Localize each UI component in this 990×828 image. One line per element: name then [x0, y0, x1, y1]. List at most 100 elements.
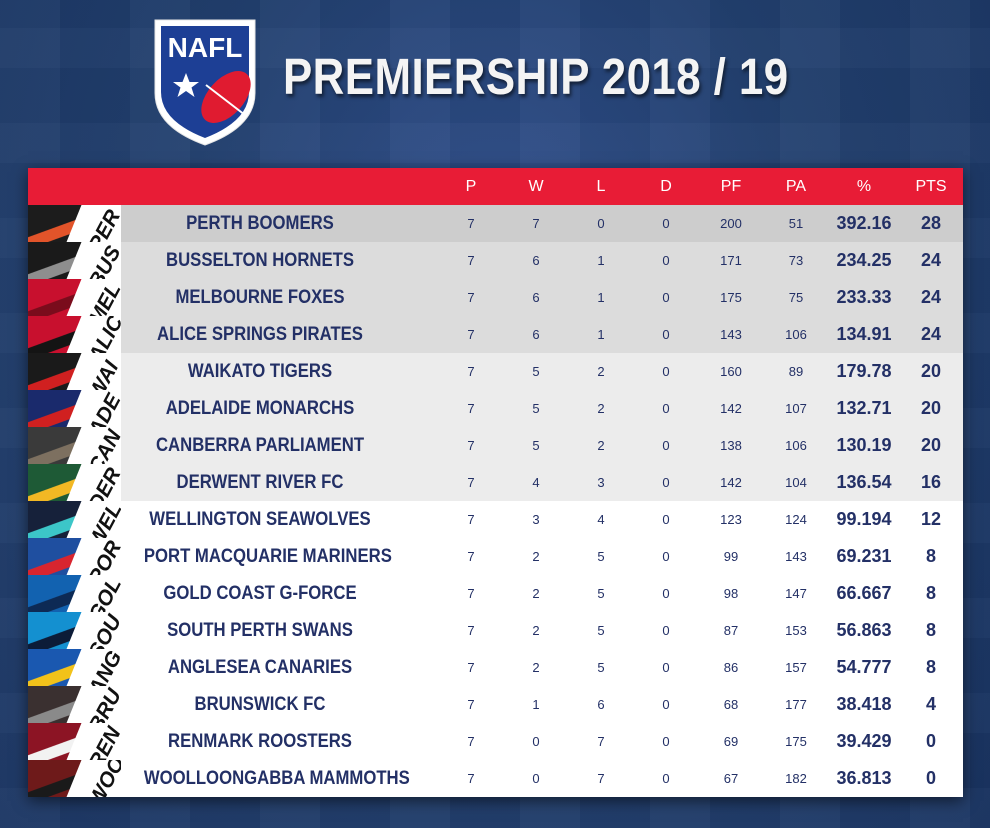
- team-abbreviation: BUS: [84, 242, 121, 279]
- cell-points-for: 142: [720, 401, 742, 416]
- cell-percentage: 99.194: [836, 509, 892, 529]
- team-name: RENMARK ROOSTERS: [168, 731, 352, 752]
- table-row: BRU BRUNSWICK FC 7 1 6 0 68 177 38.418 4: [28, 686, 963, 723]
- cell-draws: 0: [662, 697, 670, 712]
- table-row: WEL WELLINGTON SEAWOLVES 7 3 4 0 123 124 99.194 1…: [28, 501, 963, 538]
- cell-wins: 6: [532, 253, 540, 268]
- cell-points-against: 89: [788, 364, 804, 379]
- cell-wins: 1: [532, 697, 540, 712]
- cell-premiership-points: 16: [920, 472, 942, 492]
- table-row: GOL GOLD COAST G-FORCE 7 2 5 0 98 147 66.667 8: [28, 575, 963, 612]
- cell-wins: 2: [532, 586, 540, 601]
- cell-premiership-points: 24: [920, 324, 942, 344]
- team-name: BUSSELTON HORNETS: [166, 250, 354, 271]
- cell-draws: 0: [662, 216, 670, 231]
- team-badge-icon: SOU: [28, 612, 121, 649]
- cell-played: 7: [467, 586, 475, 601]
- cell-draws: 0: [662, 734, 670, 749]
- cell-points-for: 68: [723, 697, 739, 712]
- cell-premiership-points: 20: [920, 435, 942, 455]
- cell-losses: 6: [597, 697, 605, 712]
- cell-points-for: 99: [723, 549, 739, 564]
- cell-points-against: 75: [788, 290, 804, 305]
- cell-percentage: 134.91: [836, 324, 892, 344]
- cell-percentage: 38.418: [836, 694, 892, 714]
- col-header-played: P: [465, 178, 477, 195]
- col-header-losses: L: [596, 178, 606, 195]
- team-name: GOLD COAST G-FORCE: [163, 583, 357, 604]
- cell-points-for: 142: [720, 475, 742, 490]
- team-abbreviation: ADE: [84, 390, 121, 427]
- team-abbreviation: WOO: [84, 760, 121, 797]
- cell-draws: 0: [662, 327, 670, 342]
- cell-played: 7: [467, 734, 475, 749]
- cell-points-against: 73: [788, 253, 804, 268]
- cell-losses: 1: [597, 327, 605, 342]
- team-badge-icon: POR: [28, 538, 121, 575]
- cell-losses: 7: [597, 771, 605, 786]
- cell-played: 7: [467, 660, 475, 675]
- cell-draws: 0: [662, 771, 670, 786]
- table-row: REN RENMARK ROOSTERS 7 0 7 0 69 175 39.429 0: [28, 723, 963, 760]
- table-header: P W L D PF PA % PTS: [28, 168, 963, 205]
- cell-percentage: 66.667: [836, 583, 892, 603]
- logo-text: NAFL: [168, 32, 243, 63]
- team-abbreviation: GOL: [84, 575, 121, 612]
- team-badge-icon: ALIC: [28, 316, 121, 353]
- team-badge-icon: WEL: [28, 501, 121, 538]
- cell-losses: 5: [597, 549, 605, 564]
- cell-draws: 0: [662, 253, 670, 268]
- cell-played: 7: [467, 327, 475, 342]
- cell-points-for: 160: [720, 364, 742, 379]
- team-name: PERTH BOOMERS: [186, 213, 334, 234]
- cell-played: 7: [467, 253, 475, 268]
- cell-wins: 2: [532, 549, 540, 564]
- cell-wins: 5: [532, 401, 540, 416]
- col-header-points-against: PA: [785, 178, 807, 195]
- cell-points-against: 107: [785, 401, 807, 416]
- cell-percentage: 56.863: [836, 620, 892, 640]
- cell-premiership-points: 8: [925, 546, 937, 566]
- team-name: BRUNSWICK FC: [194, 694, 326, 715]
- cell-percentage: 39.429: [836, 731, 892, 751]
- cell-played: 7: [467, 623, 475, 638]
- team-name: MELBOURNE FOXES: [175, 287, 345, 308]
- cell-premiership-points: 24: [920, 250, 942, 270]
- cell-points-against: 177: [785, 697, 807, 712]
- table-row: WOO WOOLLOONGABBA MAMMOTHS 7 0 7 0 67 182 36.813…: [28, 760, 963, 797]
- cell-played: 7: [467, 512, 475, 527]
- cell-percentage: 36.813: [836, 768, 892, 788]
- cell-wins: 2: [532, 623, 540, 638]
- cell-wins: 5: [532, 364, 540, 379]
- team-name: WELLINGTON SEAWOLVES: [149, 509, 371, 530]
- team-name: DERWENT RIVER FC: [176, 472, 344, 493]
- cell-points-against: 147: [785, 586, 807, 601]
- team-abbreviation: PER: [84, 206, 121, 242]
- cell-percentage: 130.19: [836, 435, 892, 455]
- team-badge-icon: REN: [28, 723, 121, 760]
- team-name: CANBERRA PARLIAMENT: [155, 435, 365, 456]
- cell-points-against: 157: [785, 660, 807, 675]
- cell-losses: 7: [597, 734, 605, 749]
- star-icon: [173, 73, 199, 97]
- team-badge-icon: ADE: [28, 390, 121, 427]
- cell-losses: 5: [597, 586, 605, 601]
- cell-wins: 3: [532, 512, 540, 527]
- cell-losses: 0: [597, 216, 605, 231]
- cell-premiership-points: 0: [925, 731, 937, 751]
- table-row: DER DERWENT RIVER FC 7 4 3 0 142 104 136.54 16: [28, 464, 963, 501]
- table-row: POR PORT MACQUARIE MARINERS 7 2 5 0 99 143 69.23…: [28, 538, 963, 575]
- nafl-logo: NAFL: [154, 19, 256, 146]
- cell-premiership-points: 8: [925, 620, 937, 640]
- team-name: ALICE SPRINGS PIRATES: [157, 324, 363, 345]
- cell-percentage: 392.16: [836, 213, 892, 233]
- table-row: WAI WAIKATO TIGERS 7 5 2 0 160 89 179.78 20: [28, 353, 963, 390]
- cell-losses: 4: [597, 512, 605, 527]
- cell-premiership-points: 0: [925, 768, 937, 788]
- cell-points-for: 143: [720, 327, 742, 342]
- cell-points-against: 104: [785, 475, 807, 490]
- cell-percentage: 233.33: [836, 287, 892, 307]
- team-badge-icon: WOO: [28, 760, 121, 797]
- team-abbreviation: WEL: [84, 501, 121, 538]
- cell-losses: 3: [597, 475, 605, 490]
